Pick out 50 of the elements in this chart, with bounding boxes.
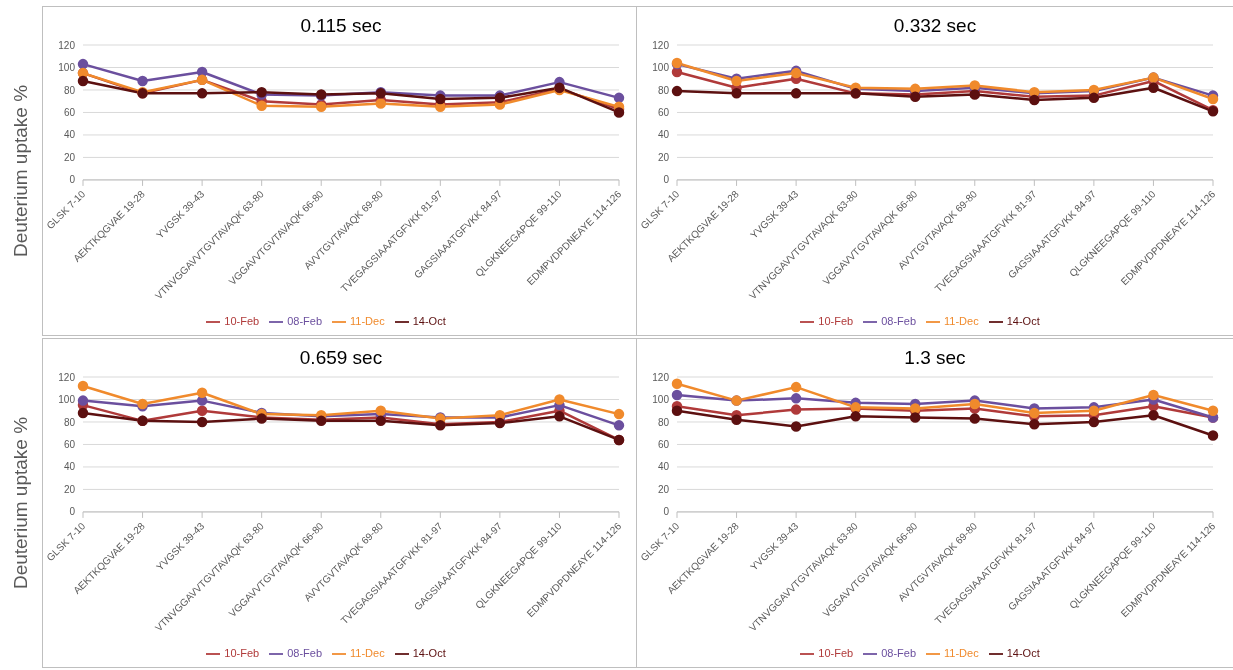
- y-tick-label: 100: [652, 394, 670, 406]
- chart-title: 0.659 sec: [298, 347, 384, 370]
- y-tick-label: 80: [63, 416, 76, 428]
- y-tick-label: 60: [63, 107, 76, 118]
- y-tick-label: 120: [652, 371, 670, 383]
- y-tick-label: 100: [58, 394, 76, 406]
- legend-label: 08-Feb: [881, 646, 917, 659]
- legend-label: 10-Feb: [818, 314, 854, 327]
- y-tick-label: 20: [657, 151, 670, 163]
- y-tick-label: 60: [657, 439, 670, 450]
- y-axis-title: Deuterium uptake %: [10, 416, 32, 590]
- legend-label: 11-Dec: [350, 646, 385, 659]
- y-tick-label: 40: [63, 461, 76, 473]
- legend-label: 10-Feb: [224, 646, 260, 659]
- y-tick-label: 60: [63, 439, 76, 450]
- y-axis-title: Deuterium uptake %: [10, 84, 32, 258]
- y-tick-label: 60: [657, 107, 670, 118]
- legend-label: 14-Oct: [1006, 646, 1040, 659]
- legend-label: 14-Oct: [412, 646, 446, 659]
- chart-title: 0.115 sec: [299, 15, 383, 38]
- legend-label: 10-Feb: [224, 314, 260, 327]
- legend-label: 11-Dec: [944, 646, 979, 659]
- legend-label: 14-Oct: [1006, 314, 1040, 327]
- y-tick-label: 120: [58, 39, 76, 51]
- y-tick-label: 0: [69, 506, 76, 518]
- y-tick-label: 80: [63, 84, 76, 96]
- legend-label: 11-Dec: [350, 314, 385, 327]
- y-tick-label: 80: [657, 416, 670, 428]
- legend-label: 08-Feb: [287, 646, 323, 659]
- legend-label: 08-Feb: [287, 314, 323, 327]
- y-tick-label: 20: [657, 483, 670, 495]
- y-tick-label: 0: [69, 174, 76, 186]
- y-tick-label: 40: [63, 129, 76, 141]
- legend-label: 08-Feb: [881, 314, 917, 327]
- y-tick-label: 100: [652, 62, 670, 74]
- legend-label: 14-Oct: [412, 314, 446, 327]
- y-tick-label: 120: [58, 371, 76, 383]
- y-tick-label: 20: [63, 483, 76, 495]
- y-tick-label: 0: [663, 174, 670, 186]
- legend-label: 11-Dec: [944, 314, 979, 327]
- y-tick-label: 120: [652, 39, 670, 51]
- y-tick-label: 40: [657, 129, 670, 141]
- legend-label: 10-Feb: [818, 646, 854, 659]
- y-tick-label: 0: [663, 506, 670, 518]
- y-tick-label: 100: [58, 62, 76, 74]
- y-tick-label: 20: [63, 151, 76, 163]
- chart-title: 0.332 sec: [892, 15, 978, 38]
- y-tick-label: 40: [657, 461, 670, 473]
- y-tick-label: 80: [657, 84, 670, 96]
- chart-title: 1.3 sec: [903, 347, 967, 370]
